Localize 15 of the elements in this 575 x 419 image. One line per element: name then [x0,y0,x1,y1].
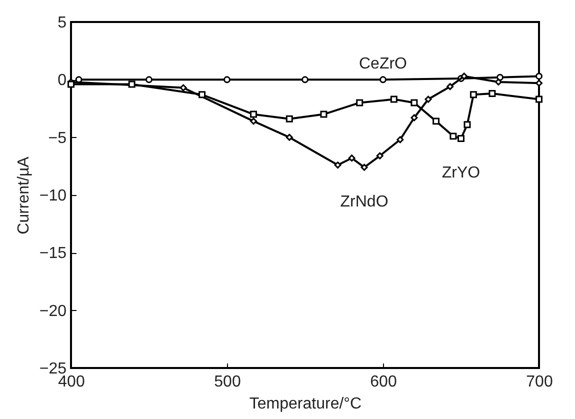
x-tick-label: 600 [370,374,397,390]
y-tick-label: 0 [58,72,67,90]
x-axis-title: Temperature/°C [249,396,362,412]
series-label: ZrNdO [340,193,388,210]
x-tick-label: 700 [526,374,553,390]
y-tick-label: −20 [39,302,67,320]
y-tick-label: −5 [48,130,67,147]
series-label: ZrYO [442,164,480,182]
series-label: CeZrO [359,56,407,73]
x-tick-label: 400 [58,374,85,390]
y-tick-label: −15 [39,245,67,262]
y-axis-title: Current/µA [15,156,32,234]
x-tick-label: 500 [214,374,241,390]
y-tick-label: −10 [39,188,67,204]
y-tick-label: 5 [58,14,67,32]
